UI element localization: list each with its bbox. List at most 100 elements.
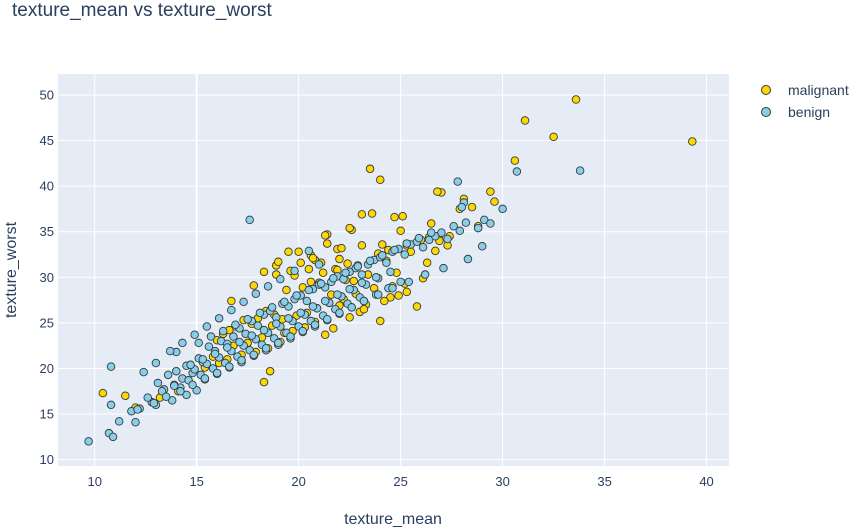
point-malignant[interactable] bbox=[337, 243, 346, 253]
point-malignant[interactable] bbox=[422, 258, 432, 267]
point-benign[interactable] bbox=[286, 332, 295, 341]
point-benign[interactable] bbox=[396, 277, 405, 287]
point-benign[interactable] bbox=[170, 381, 179, 391]
point-benign[interactable] bbox=[512, 167, 522, 176]
point-benign[interactable] bbox=[263, 282, 273, 291]
point-benign[interactable] bbox=[365, 256, 375, 266]
point-benign[interactable] bbox=[245, 215, 254, 225]
point-malignant[interactable] bbox=[490, 197, 499, 206]
point-benign[interactable] bbox=[498, 204, 507, 214]
point-benign[interactable] bbox=[218, 326, 228, 336]
point-benign[interactable] bbox=[186, 360, 195, 370]
point-malignant[interactable] bbox=[343, 259, 352, 268]
point-benign[interactable] bbox=[204, 342, 214, 351]
point-benign[interactable] bbox=[106, 362, 116, 371]
point-malignant[interactable] bbox=[335, 254, 344, 264]
point-benign[interactable] bbox=[143, 393, 152, 402]
point-malignant[interactable] bbox=[365, 164, 375, 174]
point-benign[interactable] bbox=[333, 290, 342, 299]
point-malignant[interactable] bbox=[367, 209, 377, 218]
point-benign[interactable] bbox=[353, 262, 363, 271]
point-benign[interactable] bbox=[420, 270, 430, 279]
point-malignant[interactable] bbox=[249, 281, 259, 290]
point-benign[interactable] bbox=[198, 355, 208, 364]
point-benign[interactable] bbox=[402, 239, 412, 248]
point-benign[interactable] bbox=[261, 344, 271, 353]
point-malignant[interactable] bbox=[322, 239, 332, 248]
point-benign[interactable] bbox=[259, 325, 269, 335]
point-benign[interactable] bbox=[298, 326, 307, 336]
point-malignant[interactable] bbox=[121, 391, 130, 401]
point-malignant[interactable] bbox=[284, 247, 293, 257]
point-benign[interactable] bbox=[153, 378, 163, 388]
point-benign[interactable] bbox=[274, 338, 283, 348]
point-benign[interactable] bbox=[212, 368, 222, 378]
point-benign[interactable] bbox=[439, 263, 448, 273]
point-benign[interactable] bbox=[310, 320, 320, 329]
point-benign[interactable] bbox=[347, 303, 356, 312]
point-benign[interactable] bbox=[151, 358, 161, 368]
point-benign[interactable] bbox=[280, 297, 289, 307]
point-benign[interactable] bbox=[359, 296, 369, 306]
point-malignant[interactable] bbox=[433, 187, 442, 196]
point-malignant[interactable] bbox=[398, 211, 407, 221]
legend[interactable]: malignant benign bbox=[761, 82, 849, 120]
point-benign[interactable] bbox=[386, 267, 395, 277]
point-malignant[interactable] bbox=[378, 240, 387, 249]
point-benign[interactable] bbox=[302, 296, 312, 306]
point-malignant[interactable] bbox=[375, 316, 385, 326]
point-malignant[interactable] bbox=[329, 324, 338, 333]
point-malignant[interactable] bbox=[349, 276, 358, 286]
point-malignant[interactable] bbox=[396, 226, 405, 236]
point-malignant[interactable] bbox=[510, 156, 520, 165]
point-malignant[interactable] bbox=[294, 247, 303, 257]
point-benign[interactable] bbox=[329, 273, 338, 283]
point-benign[interactable] bbox=[235, 337, 244, 347]
point-benign[interactable] bbox=[139, 367, 148, 377]
legend-item-malignant[interactable]: malignant bbox=[761, 82, 849, 98]
point-benign[interactable] bbox=[163, 370, 173, 380]
point-malignant[interactable] bbox=[549, 132, 558, 142]
point-malignant[interactable] bbox=[402, 287, 412, 297]
point-benign[interactable] bbox=[414, 233, 424, 243]
point-benign[interactable] bbox=[304, 285, 314, 295]
point-benign[interactable] bbox=[255, 308, 265, 318]
point-benign[interactable] bbox=[210, 349, 220, 359]
point-malignant[interactable] bbox=[304, 264, 314, 274]
point-malignant[interactable] bbox=[688, 137, 697, 146]
point-malignant[interactable] bbox=[345, 223, 354, 233]
point-benign[interactable] bbox=[202, 322, 212, 331]
point-benign[interactable] bbox=[223, 343, 232, 352]
point-benign[interactable] bbox=[480, 215, 489, 225]
point-benign[interactable] bbox=[316, 279, 326, 288]
point-benign[interactable] bbox=[161, 392, 171, 401]
point-malignant[interactable] bbox=[467, 202, 477, 212]
point-benign[interactable] bbox=[314, 260, 324, 269]
point-benign[interactable] bbox=[108, 432, 118, 442]
point-benign[interactable] bbox=[227, 305, 236, 315]
point-malignant[interactable] bbox=[318, 268, 328, 277]
point-benign[interactable] bbox=[345, 284, 354, 294]
point-benign[interactable] bbox=[357, 278, 367, 288]
point-malignant[interactable] bbox=[571, 95, 581, 104]
point-benign[interactable] bbox=[473, 223, 483, 233]
point-benign[interactable] bbox=[443, 234, 452, 244]
point-benign[interactable] bbox=[200, 374, 210, 383]
point-benign[interactable] bbox=[253, 321, 263, 330]
point-malignant[interactable] bbox=[282, 285, 291, 295]
point-benign[interactable] bbox=[182, 390, 191, 400]
point-benign[interactable] bbox=[371, 273, 381, 282]
point-benign[interactable] bbox=[247, 331, 257, 340]
point-benign[interactable] bbox=[176, 386, 185, 396]
point-benign[interactable] bbox=[165, 346, 175, 356]
point-malignant[interactable] bbox=[259, 267, 269, 277]
point-malignant[interactable] bbox=[227, 296, 236, 306]
point-benign[interactable] bbox=[239, 297, 248, 307]
point-malignant[interactable] bbox=[431, 246, 440, 256]
point-benign[interactable] bbox=[231, 320, 240, 329]
point-benign[interactable] bbox=[390, 245, 399, 255]
point-malignant[interactable] bbox=[426, 219, 436, 228]
point-benign[interactable] bbox=[575, 166, 585, 175]
point-malignant[interactable] bbox=[386, 293, 395, 302]
point-benign[interactable] bbox=[178, 338, 187, 348]
